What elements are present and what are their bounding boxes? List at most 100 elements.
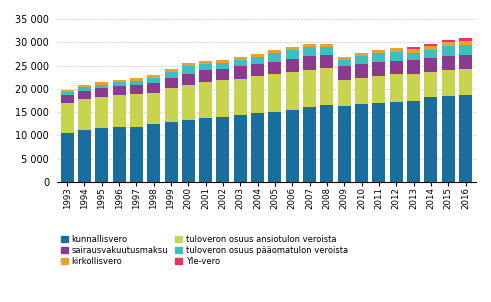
Bar	[60, 90, 74, 92]
Bar	[303, 43, 316, 47]
Bar	[147, 92, 160, 124]
Bar	[321, 104, 333, 182]
Bar	[251, 54, 264, 57]
Bar	[442, 56, 455, 70]
Bar	[442, 42, 455, 46]
Bar	[164, 78, 178, 88]
Bar	[269, 53, 281, 62]
Bar	[147, 75, 160, 78]
Bar	[338, 57, 351, 60]
Bar	[321, 43, 333, 47]
Bar	[321, 47, 333, 55]
Bar	[459, 69, 472, 95]
Bar	[234, 57, 247, 60]
Bar	[390, 74, 403, 102]
Bar	[130, 78, 143, 81]
Bar	[112, 80, 126, 82]
Bar	[373, 53, 385, 62]
Bar	[112, 127, 126, 182]
Bar	[199, 70, 212, 82]
Bar	[407, 50, 420, 53]
Bar	[390, 102, 403, 182]
Bar	[459, 55, 472, 69]
Bar	[182, 85, 195, 120]
Bar	[112, 95, 126, 127]
Bar	[95, 128, 108, 182]
Bar	[303, 47, 316, 56]
Bar	[147, 124, 160, 182]
Bar	[60, 95, 74, 103]
Bar	[199, 82, 212, 118]
Bar	[251, 64, 264, 76]
Bar	[303, 70, 316, 107]
Legend: kunnallisvero, sairausvakuutusmaksu, kirkollisvero, tuloveron osuus ansiotulon v: kunnallisvero, sairausvakuutusmaksu, kir…	[61, 235, 348, 266]
Bar	[373, 103, 385, 182]
Bar	[459, 41, 472, 45]
Bar	[147, 83, 160, 92]
Bar	[442, 46, 455, 56]
Bar	[355, 104, 368, 182]
Bar	[60, 133, 74, 182]
Bar	[459, 38, 472, 41]
Bar	[321, 68, 333, 104]
Bar	[95, 85, 108, 88]
Bar	[424, 44, 437, 46]
Bar	[442, 70, 455, 96]
Bar	[95, 88, 108, 97]
Bar	[251, 76, 264, 114]
Bar	[182, 66, 195, 74]
Bar	[355, 64, 368, 78]
Bar	[338, 60, 351, 66]
Bar	[112, 82, 126, 86]
Bar	[269, 74, 281, 112]
Bar	[286, 50, 299, 59]
Bar	[442, 96, 455, 182]
Bar	[95, 97, 108, 128]
Bar	[182, 63, 195, 66]
Bar	[338, 66, 351, 79]
Bar	[60, 92, 74, 95]
Bar	[251, 114, 264, 182]
Bar	[95, 82, 108, 85]
Bar	[390, 48, 403, 52]
Bar	[60, 103, 74, 133]
Bar	[269, 50, 281, 53]
Bar	[130, 85, 143, 95]
Bar	[459, 45, 472, 55]
Bar	[78, 91, 91, 99]
Bar	[390, 52, 403, 61]
Bar	[147, 78, 160, 83]
Bar	[373, 62, 385, 76]
Bar	[217, 69, 229, 80]
Bar	[182, 74, 195, 85]
Bar	[199, 64, 212, 70]
Bar	[338, 106, 351, 182]
Bar	[303, 107, 316, 182]
Bar	[78, 130, 91, 182]
Bar	[424, 72, 437, 97]
Bar	[234, 60, 247, 66]
Bar	[78, 85, 91, 87]
Bar	[424, 58, 437, 72]
Bar	[217, 80, 229, 117]
Bar	[217, 117, 229, 182]
Bar	[164, 88, 178, 122]
Bar	[407, 60, 420, 74]
Bar	[199, 61, 212, 64]
Bar	[459, 95, 472, 182]
Bar	[182, 120, 195, 182]
Bar	[130, 95, 143, 127]
Bar	[355, 78, 368, 104]
Bar	[424, 46, 437, 50]
Bar	[164, 69, 178, 72]
Bar	[112, 86, 126, 95]
Bar	[269, 62, 281, 74]
Bar	[355, 53, 368, 56]
Bar	[390, 61, 403, 74]
Bar	[164, 72, 178, 78]
Bar	[286, 72, 299, 110]
Bar	[286, 110, 299, 182]
Bar	[407, 74, 420, 101]
Bar	[338, 79, 351, 106]
Bar	[407, 53, 420, 60]
